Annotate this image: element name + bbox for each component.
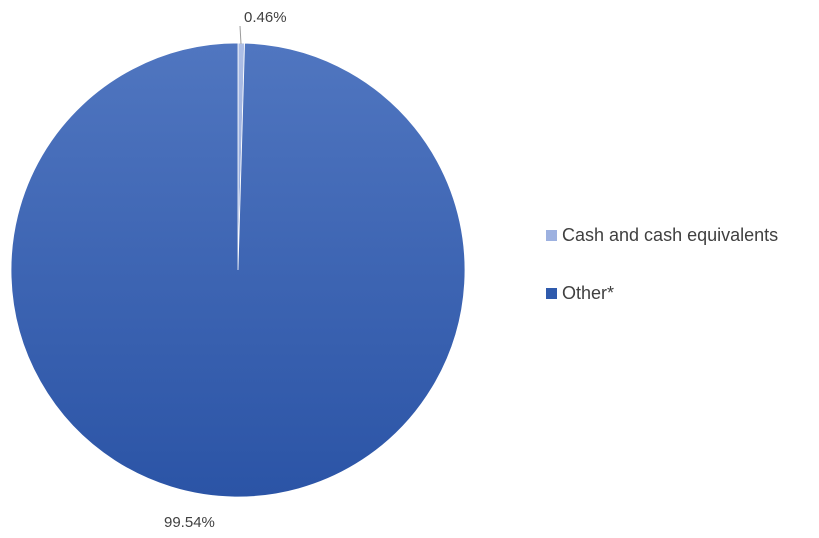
legend-label-other: Other* <box>562 282 615 303</box>
legend-item-cash: Cash and cash equivalents <box>546 222 778 248</box>
legend: Cash and cash equivalents Other* <box>546 222 778 338</box>
legend-item-other: Other* <box>546 280 778 306</box>
pie-slice-other <box>10 42 466 498</box>
data-label-cash: 0.46% <box>244 9 287 26</box>
legend-swatch-cash <box>546 229 557 241</box>
leader-line-cash <box>239 25 242 45</box>
data-label-other: 99.54% <box>164 514 215 531</box>
legend-swatch-other <box>546 287 557 299</box>
legend-label-cash: Cash and cash equivalents <box>562 224 779 245</box>
